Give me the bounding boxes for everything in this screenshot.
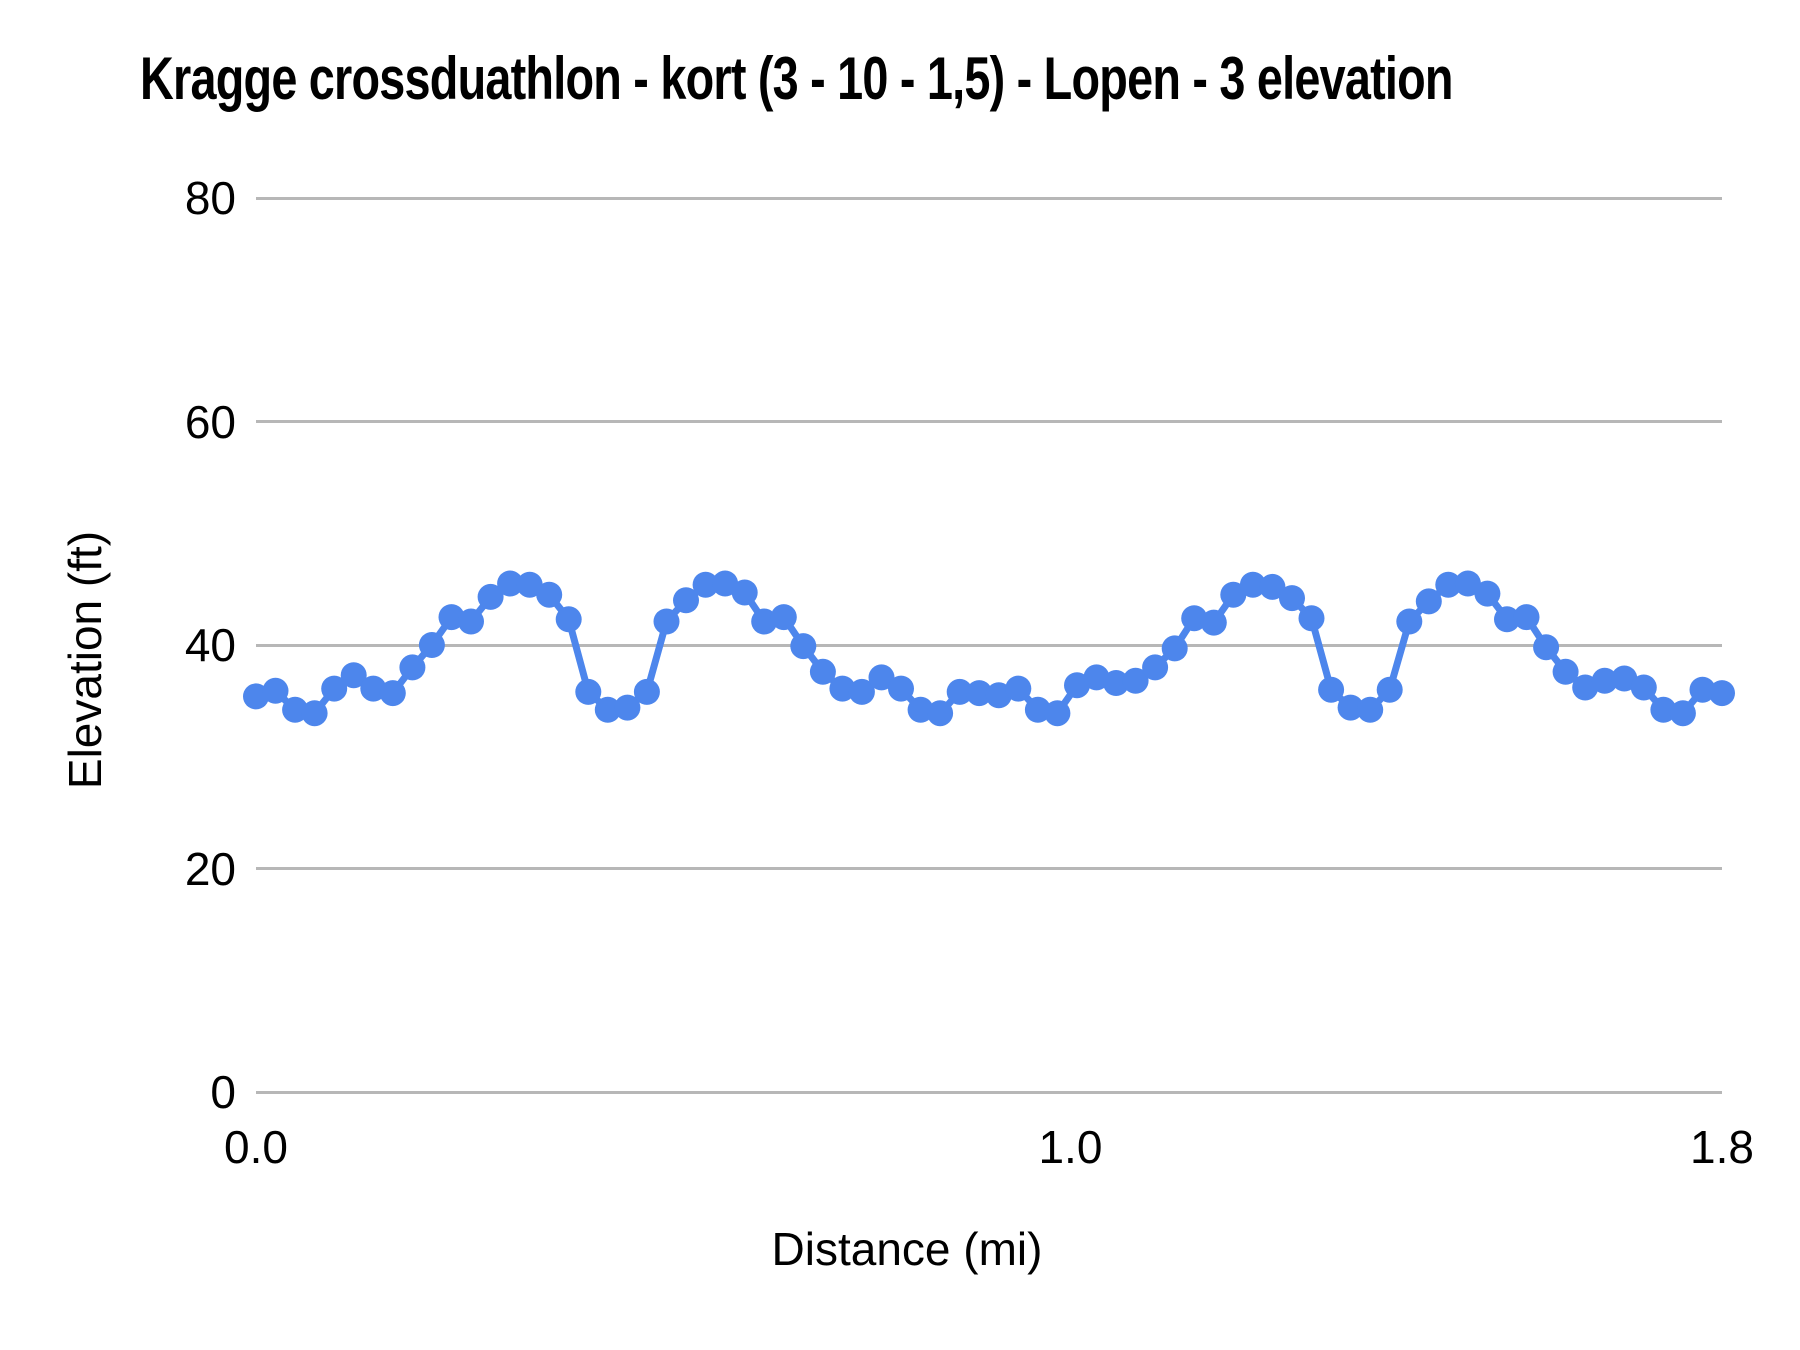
data-point — [1611, 665, 1638, 692]
data-point — [1200, 609, 1227, 636]
data-point — [497, 570, 524, 597]
data-point — [1494, 606, 1520, 633]
data-point — [653, 608, 680, 635]
data-point — [888, 675, 914, 702]
data-point — [458, 608, 484, 635]
data-point — [438, 604, 465, 631]
data-point — [1103, 670, 1130, 696]
data-point — [809, 658, 836, 685]
data-point — [282, 696, 309, 723]
data-point — [1024, 696, 1051, 723]
data-point — [360, 675, 387, 702]
data-point — [848, 678, 875, 705]
data-point — [243, 683, 269, 710]
data-point — [1083, 664, 1110, 691]
data-point — [1435, 571, 1462, 598]
data-point — [301, 700, 328, 727]
data-point — [516, 571, 543, 598]
data-point — [946, 678, 973, 705]
data-point — [1376, 676, 1403, 703]
data-point — [614, 694, 641, 721]
data-point — [751, 608, 778, 635]
data-point — [1220, 581, 1247, 608]
data-point — [1572, 674, 1599, 701]
gridline-80 — [256, 196, 1722, 200]
data-point — [379, 680, 406, 707]
data-point — [673, 587, 699, 614]
data-point — [966, 680, 993, 707]
data-point — [1454, 570, 1481, 597]
data-point — [262, 677, 289, 704]
data-point — [1318, 676, 1345, 703]
data-point — [1396, 608, 1423, 635]
data-point — [633, 678, 660, 705]
x-axis-title: Distance (mi) — [771, 1223, 1043, 1275]
data-point — [868, 664, 895, 691]
data-point — [575, 678, 602, 705]
data-point — [1239, 571, 1266, 598]
data-point — [1474, 580, 1501, 607]
data-point — [829, 675, 856, 702]
data-point — [1337, 694, 1364, 721]
y-tick-label-80: 80 — [184, 172, 236, 224]
data-point — [1630, 674, 1657, 701]
data-point — [1591, 667, 1618, 694]
x-tick-label-1.0: 1.0 — [1038, 1121, 1103, 1173]
data-point — [731, 579, 758, 606]
data-point — [1689, 676, 1716, 703]
data-point — [1552, 658, 1579, 685]
data-point — [1279, 585, 1305, 612]
data-point — [321, 675, 348, 702]
data-point — [1161, 635, 1188, 662]
data-point — [477, 583, 504, 610]
data-point — [1533, 634, 1560, 661]
gridline-60 — [256, 420, 1722, 423]
data-point — [1669, 700, 1696, 727]
data-point — [536, 581, 563, 608]
data-point — [985, 682, 1012, 709]
data-point — [907, 696, 934, 723]
y-tick-label-20: 20 — [184, 842, 236, 895]
gridline-0 — [256, 1090, 1722, 1094]
data-point — [340, 662, 367, 689]
data-point — [1513, 604, 1540, 631]
data-point — [1044, 700, 1071, 727]
data-point — [770, 604, 797, 631]
data-point — [790, 633, 817, 660]
data-point — [1005, 675, 1032, 702]
chart-title: Kragge crossduathlon - kort (3 - 10 - 1,… — [140, 45, 1454, 112]
y-tick-label-0: 0 — [210, 1066, 236, 1118]
data-point — [418, 632, 445, 658]
data-point — [1357, 696, 1384, 723]
gridline-20 — [256, 867, 1722, 870]
data-point — [712, 570, 739, 597]
data-point — [1259, 573, 1286, 600]
data-point — [1298, 605, 1325, 632]
data-point — [555, 606, 582, 633]
data-point — [594, 696, 621, 723]
data-point — [1064, 672, 1090, 699]
x-tick-label-1.8: 1.8 — [1690, 1121, 1754, 1173]
data-point — [1181, 605, 1208, 632]
data-point — [1709, 680, 1735, 707]
data-point — [399, 654, 426, 681]
gridline-40 — [256, 643, 1722, 647]
data-point — [927, 700, 954, 727]
data-point — [1122, 667, 1149, 694]
y-tick-label-40: 40 — [184, 619, 236, 671]
x-tick-label-0.0: 0.0 — [224, 1121, 288, 1173]
data-point — [1650, 696, 1677, 723]
data-point — [692, 571, 719, 598]
data-point — [1415, 588, 1442, 615]
data-point — [1142, 654, 1169, 681]
y-tick-label-60: 60 — [184, 395, 236, 448]
